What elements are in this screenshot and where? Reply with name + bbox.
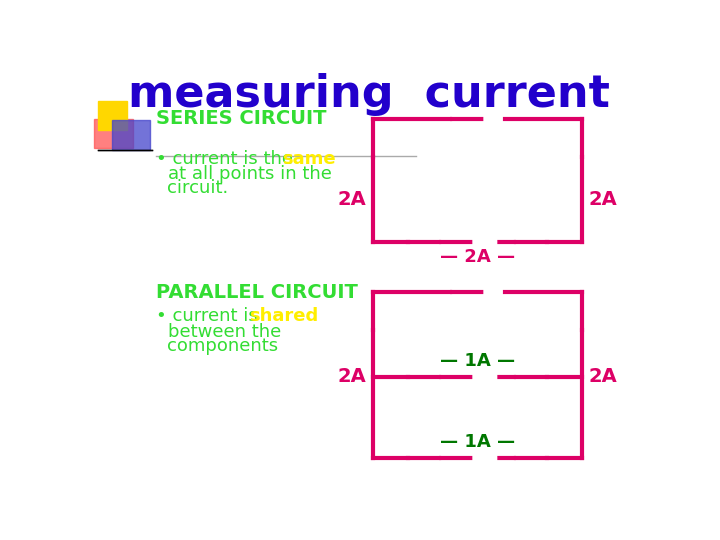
Text: • current is the: • current is the: [156, 150, 299, 167]
Text: 2A: 2A: [338, 190, 366, 209]
Text: — 2A —: — 2A —: [440, 248, 515, 266]
Text: 2A: 2A: [588, 367, 617, 386]
Text: at all points in the: at all points in the: [168, 165, 331, 183]
Text: PARALLEL CIRCUIT: PARALLEL CIRCUIT: [156, 283, 358, 302]
Text: SERIES CIRCUIT: SERIES CIRCUIT: [156, 110, 326, 129]
Bar: [94, 119, 132, 148]
Text: — 1A —: — 1A —: [440, 353, 515, 370]
Text: — 1A —: — 1A —: [440, 433, 515, 451]
Text: same: same: [282, 150, 336, 167]
Bar: [112, 120, 150, 150]
Text: components: components: [168, 336, 279, 355]
Text: 2A: 2A: [338, 367, 366, 386]
Bar: [98, 101, 127, 130]
Text: measuring  current: measuring current: [128, 72, 610, 116]
Text: between the: between the: [168, 323, 281, 341]
Text: circuit.: circuit.: [168, 179, 229, 197]
Text: shared: shared: [249, 307, 318, 325]
Text: • current is: • current is: [156, 307, 264, 325]
Text: 2A: 2A: [588, 190, 617, 209]
